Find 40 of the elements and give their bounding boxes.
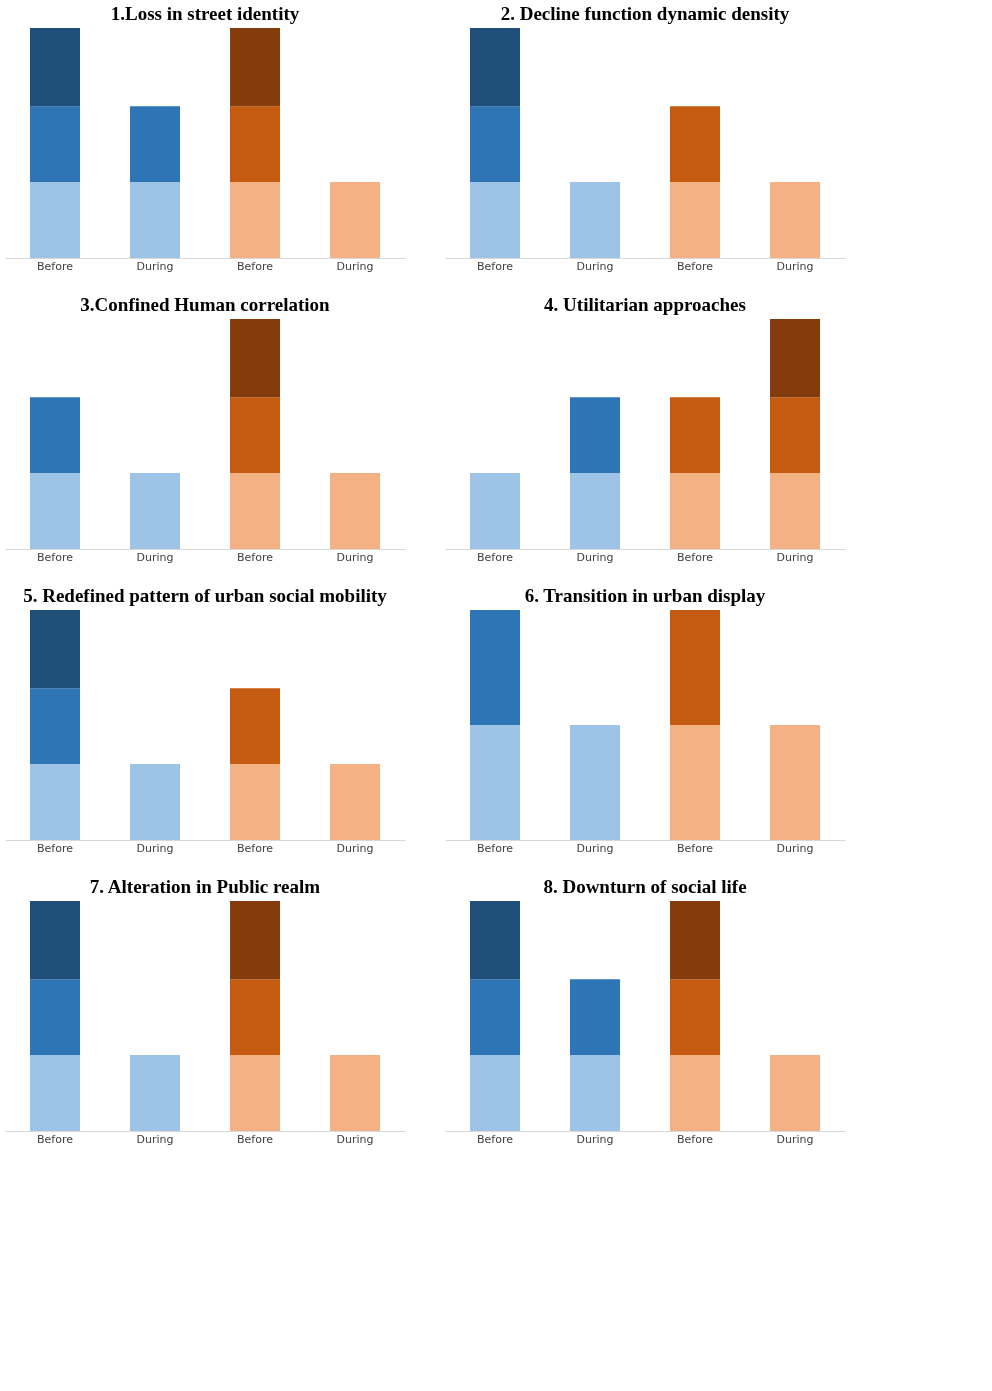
x-tick-label: Before — [237, 550, 274, 564]
x-tick-label: During — [776, 259, 814, 273]
x-tick-label: Before — [237, 259, 274, 273]
chart-title: 2. Decline function dynamic density — [500, 3, 790, 24]
x-tick-label: During — [336, 1132, 374, 1146]
x-tick-label: During — [576, 841, 614, 855]
x-tick-label: During — [776, 841, 814, 855]
x-tick-label: During — [136, 259, 174, 273]
x-tick-label: Before — [677, 259, 714, 273]
x-tick-label: Before — [37, 259, 74, 273]
x-tick-label: During — [136, 841, 174, 855]
x-tick-label: During — [336, 259, 374, 273]
x-tick-label: During — [576, 259, 614, 273]
x-tick-label: Before — [37, 841, 74, 855]
x-tick-label: Before — [677, 550, 714, 564]
x-tick-label: Before — [237, 841, 274, 855]
x-tick-label: During — [576, 550, 614, 564]
x-tick-label: Before — [37, 1132, 74, 1146]
x-tick-label: Before — [477, 550, 514, 564]
chart-title: 6. Transition in urban display — [524, 585, 766, 606]
x-tick-label: Before — [37, 550, 74, 564]
chart-title: 1.Loss in street identity — [110, 3, 300, 24]
x-tick-label: Before — [677, 1132, 714, 1146]
x-tick-label: During — [136, 550, 174, 564]
x-tick-label: During — [776, 550, 814, 564]
x-tick-label: Before — [477, 259, 514, 273]
x-tick-label: Before — [677, 841, 714, 855]
x-tick-label: Before — [477, 841, 514, 855]
x-tick-label: During — [776, 1132, 814, 1146]
x-tick-label: Before — [237, 1132, 274, 1146]
x-tick-label: During — [336, 550, 374, 564]
x-tick-label: During — [136, 1132, 174, 1146]
chart-title: 5. Redefined pattern of urban social mobility — [23, 585, 388, 606]
x-tick-label: Before — [477, 1132, 514, 1146]
chart-title: 4. Utilitarian approaches — [544, 294, 746, 315]
x-tick-label: During — [336, 841, 374, 855]
chart-title: 7. Alteration in Public realm — [89, 876, 321, 897]
x-tick-label: During — [576, 1132, 614, 1146]
chart-title: 8. Downturn of social life — [543, 876, 747, 897]
chart-title: 3.Confined Human correlation — [80, 294, 331, 315]
